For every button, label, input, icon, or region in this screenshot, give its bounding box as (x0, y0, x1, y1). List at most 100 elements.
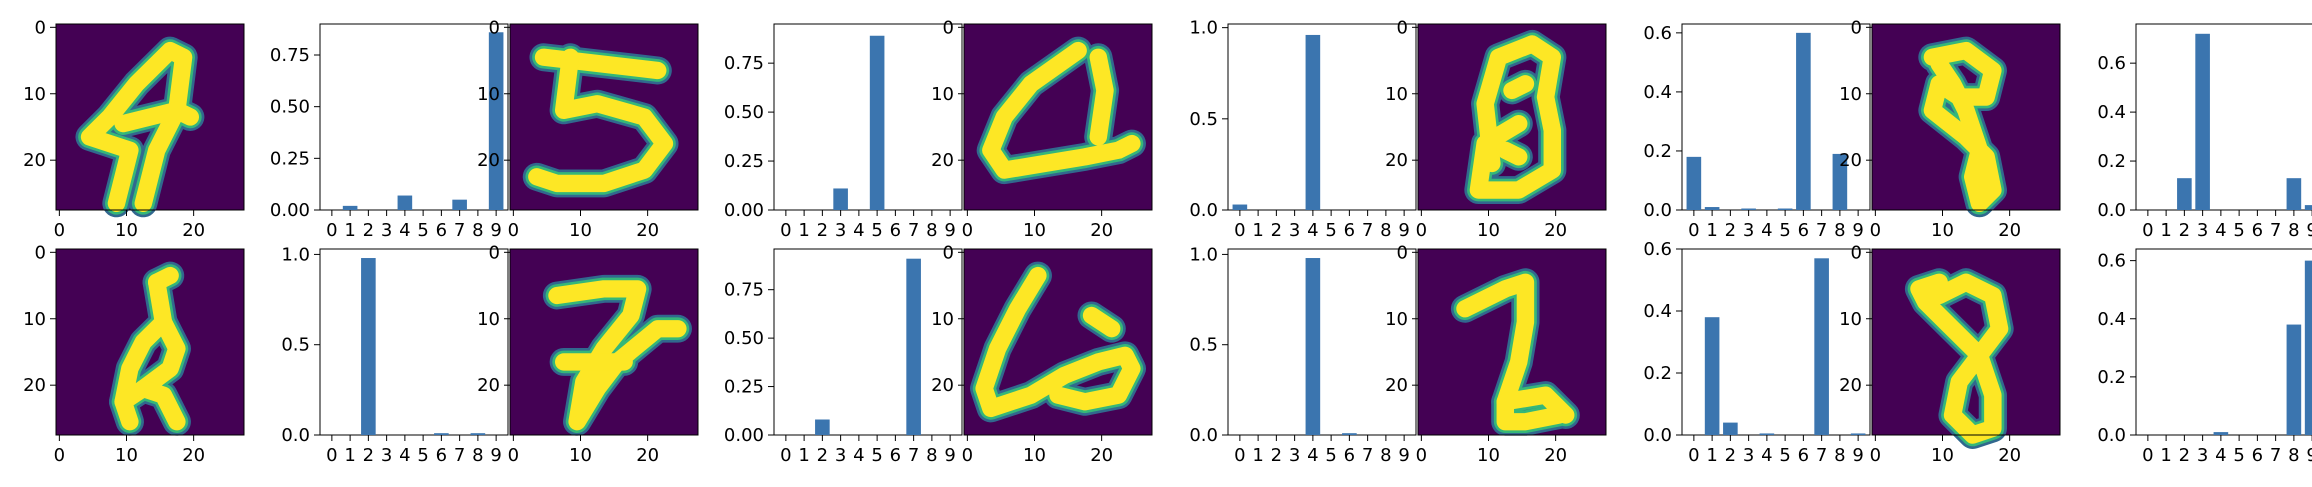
image-xtick-label: 10 (115, 220, 138, 241)
bar-xtick-label: 9 (944, 445, 955, 466)
bar-ytick-label: 0.25 (724, 377, 764, 398)
bar-class-3 (2195, 33, 2210, 210)
bar-xtick-label: 1 (2160, 445, 2171, 466)
image-xtick-label: 0 (1870, 220, 1881, 241)
bar-xtick-label: 6 (890, 445, 901, 466)
bar-xtick-label: 4 (399, 445, 410, 466)
bar-ytick-label: 0.4 (2097, 309, 2126, 330)
image-ytick-label: 10 (931, 84, 954, 105)
image-xtick-label: 0 (508, 220, 519, 241)
bar-xtick-label: 7 (1816, 445, 1827, 466)
bar-xtick-label: 4 (2215, 445, 2226, 466)
digit-image-6 (55, 248, 245, 436)
bar-ytick-label: 0.25 (270, 148, 310, 169)
image-xtick-label: 0 (54, 445, 65, 466)
bar-ytick-label: 0.6 (2097, 251, 2126, 272)
bar-xtick-label: 8 (2288, 445, 2299, 466)
bar-class-6 (1342, 433, 1357, 435)
digit-stroke-fill (975, 266, 1141, 418)
digit-stroke-fill (134, 379, 186, 431)
digit-glyph-digit-8-loop (1918, 36, 2007, 218)
digit-stroke-fill (147, 266, 179, 291)
digit-glyph-digit-8-filled (1464, 29, 1567, 205)
image-ytick-label: 10 (477, 84, 500, 105)
bar-xtick-label: 5 (871, 445, 882, 466)
bar-xtick-label: 8 (472, 445, 483, 466)
bar-xtick-label: 3 (381, 220, 392, 241)
bar-xtick-label: 1 (798, 220, 809, 241)
image-xtick-label: 20 (1998, 220, 2021, 241)
bar-xtick-label: 6 (1798, 445, 1809, 466)
bar-ytick-label: 1.0 (1189, 18, 1218, 39)
image-xtick-label: 20 (182, 445, 205, 466)
bar-xtick-label: 5 (1325, 220, 1336, 241)
bar-ytick-label: 0.25 (724, 151, 764, 172)
digit-stroke-fill (548, 280, 687, 431)
bar-class-6 (1796, 32, 1811, 210)
probability-chart-7: 0 1 2 3 4 5 6 7 8 9 0.00 0.25 0.50 0.75 (724, 248, 963, 466)
bar-ytick-label: 0.75 (724, 53, 764, 74)
bar-class-8 (470, 433, 486, 435)
image-xtick-label: 0 (1870, 445, 1881, 466)
digit-image-3 (963, 23, 1153, 211)
bar-xtick-label: 3 (835, 220, 846, 241)
bar-class-9 (2304, 205, 2312, 210)
probability-chart-3: 0 1 2 3 4 5 6 7 8 90.00.51.0 (1189, 18, 1417, 241)
image-xtick-label: 10 (1023, 220, 1046, 241)
image-ytick-label: 0 (1397, 242, 1408, 263)
bar-xtick-label: 2 (363, 445, 374, 466)
bar-xtick-label: 3 (1743, 445, 1754, 466)
digit-glyph-digit-4 (75, 36, 205, 218)
bar-ytick-label: 0.50 (724, 328, 764, 349)
image-xtick-label: 20 (1090, 445, 1113, 466)
image-ytick-label: 0 (35, 17, 46, 38)
bar-class-2 (815, 419, 830, 435)
bar-xtick-label: 6 (1344, 220, 1355, 241)
bar-ytick-label: 0.50 (724, 102, 764, 123)
bar-xtick-label: 7 (2270, 220, 2281, 241)
digit-image-2 (509, 23, 699, 211)
digit-image-10 (1871, 248, 2061, 449)
bar-plot-area (319, 23, 509, 211)
bar-xtick-label: 7 (1362, 445, 1373, 466)
bar-class-5 (1777, 208, 1793, 210)
digit-image-frame (1871, 23, 2061, 211)
image-xtick-label: 10 (569, 220, 592, 241)
bar-ytick-label: 0.2 (1643, 363, 1672, 384)
image-ytick-label: 0 (1397, 17, 1408, 38)
digit-image-frame (55, 248, 245, 436)
bar-xtick-label: 6 (436, 220, 447, 241)
image-xtick-label: 20 (636, 220, 659, 241)
bar-xtick-label: 5 (417, 445, 428, 466)
bar-xtick-label: 9 (1398, 445, 1409, 466)
digit-glyph-digit-8-thin (109, 261, 191, 436)
bar-class-2 (2177, 178, 2192, 210)
bar-xtick-label: 9 (1398, 220, 1409, 241)
bar-xtick-label: 4 (1307, 445, 1318, 466)
bar-xtick-label: 7 (908, 220, 919, 241)
bar-xtick-label: 8 (2288, 220, 2299, 241)
digit-glyph-digit-7 (542, 274, 692, 436)
digit-glyph-digit-4-wide (970, 261, 1146, 423)
bar-class-2 (361, 258, 376, 435)
bar-xtick-label: 4 (1761, 220, 1772, 241)
digit-stroke-fill (528, 48, 674, 193)
image-ytick-label: 0 (943, 242, 954, 263)
bar-xtick-label: 6 (1344, 445, 1355, 466)
image-ytick-label: 20 (1385, 375, 1408, 396)
bar-plot-area (773, 248, 963, 436)
bar-xtick-label: 0 (780, 220, 791, 241)
digit-image-5 (1871, 23, 2061, 218)
image-xtick-label: 20 (1998, 445, 2021, 466)
bar-class-0 (1686, 156, 1702, 210)
image-xtick-label: 0 (54, 220, 65, 241)
bar-xtick-label: 7 (454, 445, 465, 466)
bar-ytick-label: 0.4 (1643, 301, 1672, 322)
image-xtick-label: 10 (1931, 220, 1954, 241)
bar-plot-area (773, 23, 963, 211)
